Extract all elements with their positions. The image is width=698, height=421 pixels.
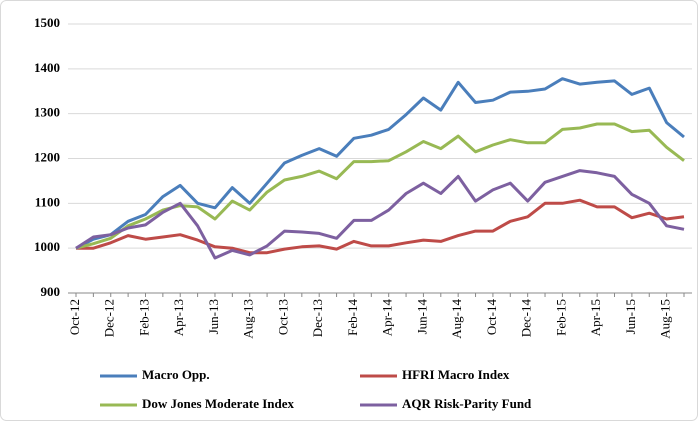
x-tick-label: Dec-12 bbox=[102, 299, 117, 337]
series-line bbox=[75, 169, 685, 260]
x-tick-label: Dec-13 bbox=[310, 299, 325, 337]
x-tick-label: Jun-15 bbox=[623, 299, 638, 334]
x-tick-label: Apr-15 bbox=[588, 299, 603, 336]
y-tick-label: 1500 bbox=[34, 15, 60, 30]
legend-label: Macro Opp. bbox=[142, 367, 210, 382]
x-tick-label: Dec-14 bbox=[519, 299, 534, 338]
x-tick-label: Feb-15 bbox=[553, 299, 568, 336]
x-tick-label: Apr-13 bbox=[171, 299, 186, 336]
x-tick-label: Feb-14 bbox=[345, 299, 360, 336]
y-tick-label: 1300 bbox=[34, 105, 60, 120]
x-tick-label: Apr-14 bbox=[380, 299, 395, 337]
legend-label: Dow Jones Moderate Index bbox=[142, 396, 295, 411]
x-tick-label: Aug-15 bbox=[658, 299, 673, 339]
x-tick-label: Oct-12 bbox=[67, 299, 82, 335]
y-tick-label: 1400 bbox=[34, 60, 60, 75]
series-line bbox=[75, 77, 685, 250]
y-tick-label: 1200 bbox=[34, 149, 60, 164]
legend-label: AQR Risk-Parity Fund bbox=[402, 396, 532, 411]
series-line bbox=[76, 198, 685, 255]
x-tick-label: Oct-14 bbox=[484, 299, 499, 336]
x-tick-label: Jun-13 bbox=[206, 299, 221, 334]
y-tick-label: 1100 bbox=[35, 194, 60, 209]
y-tick-label: 1000 bbox=[34, 239, 60, 254]
x-tick-label: Oct-13 bbox=[275, 299, 290, 335]
x-tick-label: Aug-14 bbox=[449, 299, 464, 339]
legend-label: HFRI Macro Index bbox=[402, 367, 510, 382]
y-tick-label: 900 bbox=[41, 284, 61, 299]
x-tick-label: Aug-13 bbox=[241, 299, 256, 339]
x-tick-label: Feb-13 bbox=[136, 299, 151, 336]
x-tick-label: Jun-14 bbox=[414, 299, 429, 335]
